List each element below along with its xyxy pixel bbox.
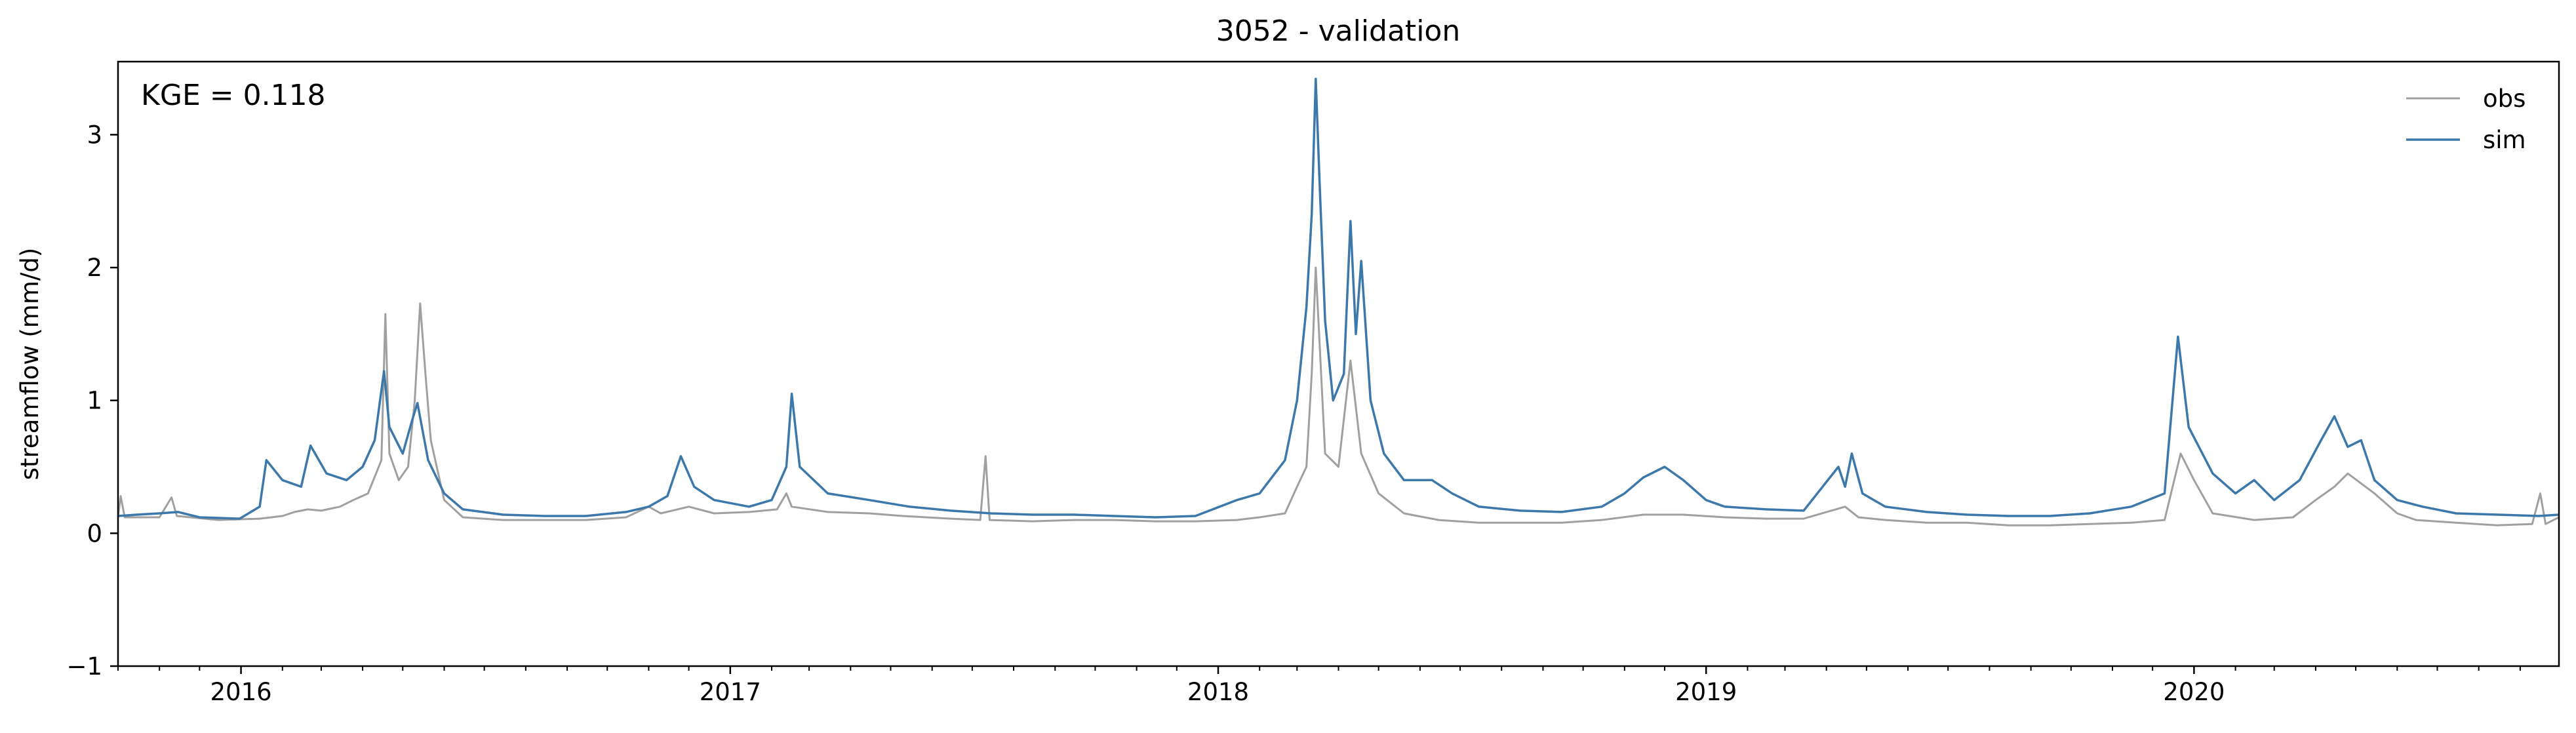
x-tick-label: 2019 [1675, 678, 1737, 706]
y-tick-label: 0 [87, 519, 102, 547]
y-tick-label: 3 [87, 121, 102, 149]
x-tick-label: 2020 [2163, 678, 2225, 706]
y-tick-label: −1 [66, 652, 102, 681]
chart-title: 3052 - validation [1216, 14, 1460, 48]
y-axis-label: streamflow (mm/d) [16, 248, 44, 481]
y-tick-label: 2 [87, 254, 102, 282]
x-tick-label: 2018 [1187, 678, 1249, 706]
x-tick-label: 2016 [210, 678, 271, 706]
kge-annotation: KGE = 0.118 [141, 79, 326, 112]
legend-label-obs: obs [2483, 85, 2526, 113]
x-tick-label: 2017 [700, 678, 761, 706]
series-line-sim [118, 77, 2559, 520]
legend: obs sim [2406, 85, 2526, 154]
x-axis: 2016 2017 2018 2019 2020 [117, 666, 2521, 706]
series-layer [118, 77, 2559, 526]
y-tick-label: 1 [87, 387, 102, 415]
legend-label-sim: sim [2483, 126, 2526, 154]
y-axis: −1 0 1 2 3 [66, 121, 118, 681]
